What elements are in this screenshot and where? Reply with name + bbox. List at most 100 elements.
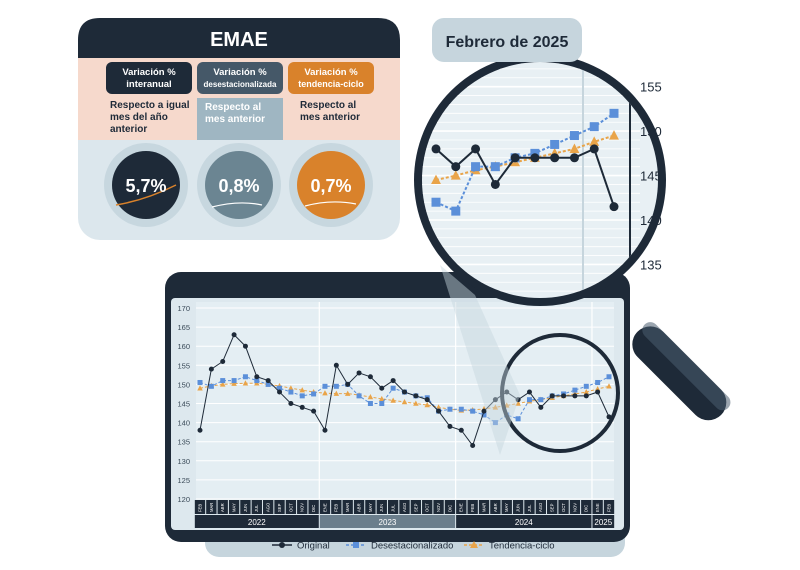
data-point-tendencia-ciclo — [424, 402, 430, 408]
month-cell — [512, 500, 524, 514]
x-tick-label: NOV — [436, 503, 441, 512]
data-point-desestacionalizado — [299, 393, 305, 399]
circle-accent-curve — [115, 184, 177, 206]
value-circle — [205, 151, 273, 219]
data-point-original — [413, 393, 419, 399]
value-interanual: 5,7% — [125, 176, 166, 196]
magnifier-handle — [632, 322, 731, 421]
month-cell — [342, 500, 353, 514]
data-point-tendencia-ciclo — [569, 143, 580, 153]
data-point-original — [572, 393, 578, 399]
lens-y-tick-label: 140 — [640, 213, 662, 228]
month-cell — [240, 500, 251, 514]
data-point-tendencia-ciclo — [589, 136, 600, 146]
card-header-line-1: Variación % — [122, 67, 176, 78]
data-point-desestacionalizado — [288, 389, 294, 395]
card-desc-line-1: Respecto al — [205, 102, 261, 113]
data-point-desestacionalizado — [595, 379, 601, 385]
month-cell — [444, 500, 456, 514]
month-cell — [410, 500, 422, 514]
data-point-desestacionalizado — [254, 378, 260, 384]
x-tick-label: FEB — [606, 504, 611, 512]
data-point-original — [208, 366, 214, 372]
data-point-tendencia-ciclo — [367, 394, 374, 400]
month-cell — [535, 500, 547, 514]
month-cell — [331, 500, 342, 514]
data-point-desestacionalizado — [550, 139, 560, 149]
x-tick-label: MAY — [231, 503, 236, 512]
data-point-tendencia-ciclo — [401, 398, 408, 405]
x-tick-label: JUL — [254, 504, 259, 512]
data-point-tendencia-ciclo — [609, 130, 619, 140]
data-point-original — [356, 370, 362, 376]
x-tick-label: OCT — [425, 503, 430, 512]
data-point-original — [277, 389, 283, 395]
main-series — [197, 332, 612, 449]
circle-accent-curve — [304, 201, 357, 207]
data-point-original — [481, 408, 487, 414]
data-point-original — [436, 408, 442, 414]
x-tick-label: MAR — [209, 503, 214, 512]
x-tick-label: MAY — [368, 503, 373, 512]
data-point-tendencia-ciclo — [344, 390, 351, 396]
data-point-desestacionalizado — [471, 162, 481, 172]
y-tick-label: 150 — [177, 380, 190, 389]
emae-title: EMAE — [210, 29, 268, 51]
data-point-original — [390, 378, 396, 384]
month-cell — [547, 500, 558, 514]
month-cell — [456, 500, 467, 514]
x-tick-label: NOV — [572, 503, 577, 512]
card-interanual: Variación % interanual Respecto a igual … — [104, 62, 192, 227]
data-point-original — [549, 393, 555, 399]
year-band — [456, 515, 592, 528]
month-label-box — [432, 18, 582, 62]
data-point-original — [424, 397, 430, 403]
legend-marker-original — [279, 542, 285, 548]
data-point-desestacionalizado — [572, 387, 578, 393]
data-point-original — [492, 397, 498, 403]
card-header-line-1: Variación % — [213, 67, 267, 78]
emae-panel: EMAE Variación % interanual Respecto a i… — [78, 18, 400, 240]
series-line-original — [435, 147, 615, 207]
data-point-desestacionalizado — [451, 206, 461, 216]
x-tick-label: JUN — [243, 504, 248, 512]
x-tick-label: MAR — [481, 503, 486, 512]
data-point-original — [569, 153, 579, 163]
data-point-desestacionalizado — [481, 412, 487, 418]
y-tick-label: 155 — [177, 361, 190, 370]
data-point-original — [333, 362, 339, 368]
month-cell — [308, 500, 319, 514]
data-point-desestacionalizado — [265, 381, 271, 387]
month-cell — [228, 500, 240, 514]
x-tick-label: FEB — [470, 504, 475, 512]
data-point-desestacionalizado — [606, 374, 612, 380]
lens-background — [422, 62, 658, 298]
series-line-desestacionalizado — [435, 112, 615, 213]
data-point-original — [220, 358, 226, 364]
data-point-desestacionalizado — [492, 420, 498, 426]
lens-y-tick-label: 145 — [640, 169, 662, 184]
data-point-tendencia-ciclo — [197, 385, 203, 391]
card-desc-line-2: mes anterior — [205, 114, 265, 125]
month-cell — [581, 500, 592, 514]
legend-marker-desestacionalizado — [353, 542, 359, 548]
data-point-tendencia-ciclo — [413, 400, 419, 406]
month-cell — [376, 500, 387, 514]
data-point-desestacionalizado — [322, 383, 328, 389]
data-point-original — [288, 401, 294, 406]
data-point-tendencia-ciclo — [299, 387, 305, 393]
legend-label-desestacionalizado: Desestacionalizado — [371, 541, 453, 552]
month-cell — [251, 500, 262, 514]
data-point-tendencia-ciclo — [515, 400, 521, 406]
y-tick-label: 135 — [177, 438, 190, 447]
data-point-desestacionalizado — [526, 397, 532, 403]
data-point-original — [311, 408, 317, 414]
legend-item-original: Original — [272, 541, 330, 552]
legend-label-original: Original — [297, 541, 330, 552]
lens-y-axis: 135 140 145 150 155 — [640, 80, 662, 273]
y-tick-label: 120 — [177, 495, 190, 504]
month-cell — [603, 500, 615, 514]
data-point-original — [515, 397, 521, 403]
data-point-desestacionalizado — [515, 416, 521, 422]
